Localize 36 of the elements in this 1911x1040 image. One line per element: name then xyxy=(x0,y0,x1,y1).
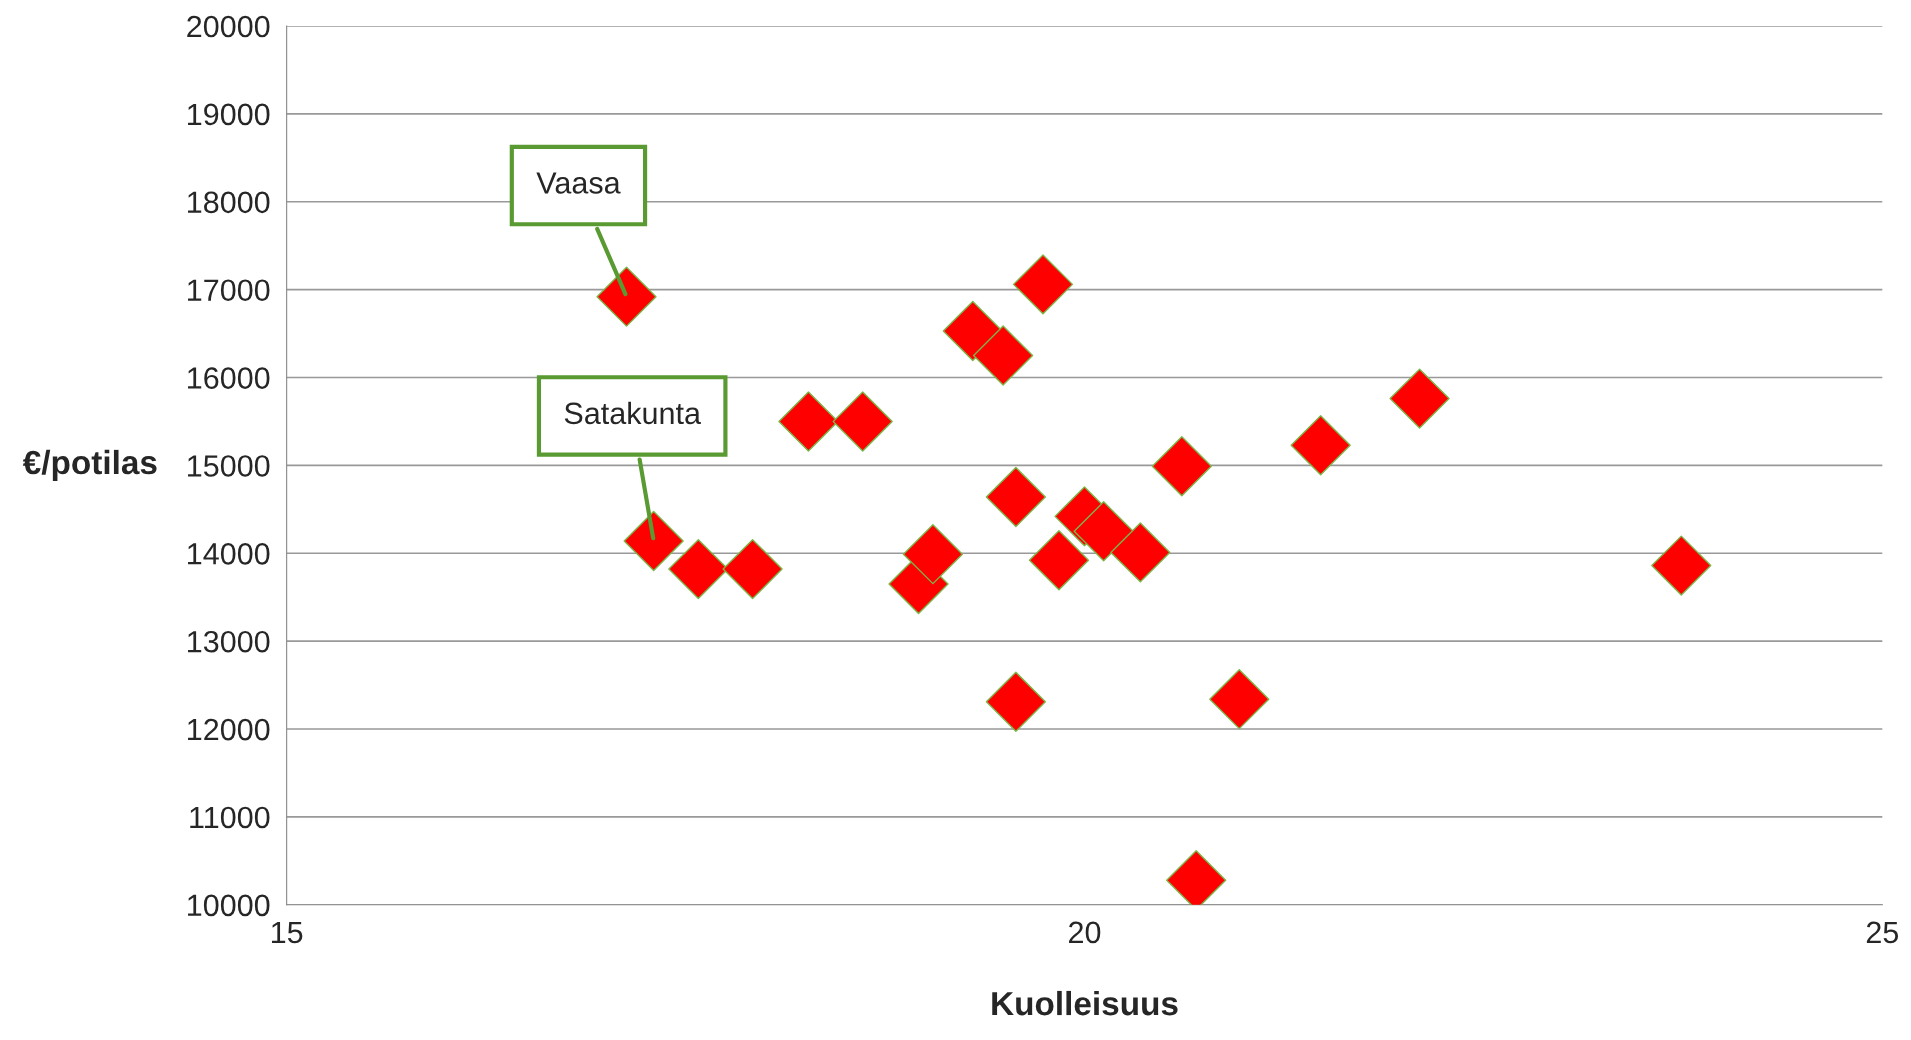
y-tick-label: 20000 xyxy=(187,15,270,38)
point xyxy=(972,325,1034,386)
point xyxy=(1151,436,1212,497)
point xyxy=(832,391,893,452)
annotation: Vaasa xyxy=(536,172,621,194)
point xyxy=(1651,535,1712,596)
point xyxy=(985,466,1047,528)
point xyxy=(902,524,964,585)
point xyxy=(942,300,1003,362)
y-tick-label: 10000 xyxy=(188,894,270,917)
y-tick-label: 18000 xyxy=(188,191,270,214)
point xyxy=(1389,368,1450,429)
point xyxy=(1110,522,1171,583)
point xyxy=(1290,415,1351,476)
point xyxy=(722,538,783,600)
y-tick-label: 17000 xyxy=(188,279,270,302)
y-tick-label: 11000 xyxy=(190,806,270,829)
point xyxy=(623,510,684,572)
y-tick-label: 12000 xyxy=(188,718,270,741)
x-tick-label: 25 xyxy=(1866,921,1899,944)
y-axis-title: €/potilas xyxy=(22,449,157,481)
y-tick-label: 19000 xyxy=(188,103,270,126)
point xyxy=(1028,530,1090,591)
x-axis-title: Kuolleisuus xyxy=(992,990,1178,1016)
y-tick-label: 13000 xyxy=(188,630,270,653)
point xyxy=(985,671,1047,732)
point xyxy=(596,266,657,327)
x-tick-label: 20 xyxy=(1069,921,1101,944)
y-tick-label: 14000 xyxy=(188,543,270,565)
point xyxy=(1209,669,1270,730)
point xyxy=(1012,254,1074,315)
y-tick-label: 15000 xyxy=(188,455,270,477)
y-tick-label: 16000 xyxy=(188,367,270,389)
annotation: Satakunta xyxy=(564,401,701,425)
point xyxy=(1073,501,1134,562)
x-tick-label: 15 xyxy=(271,921,303,944)
